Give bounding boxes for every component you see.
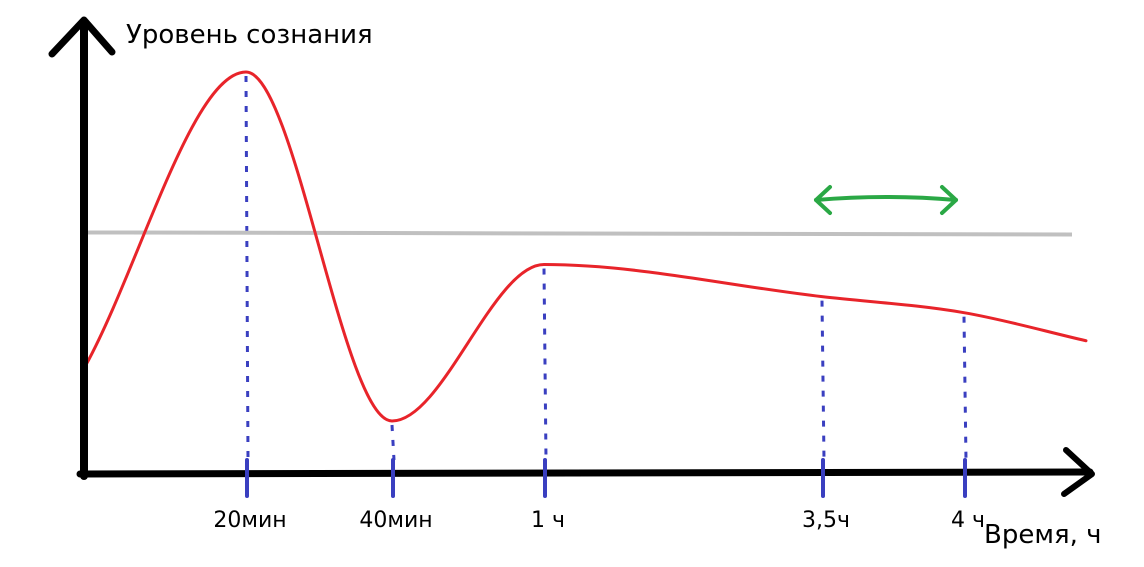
range-arrow-shaft [814,195,958,202]
guide-line [390,424,396,461]
x-tick-label: 4 ч [951,508,985,533]
guide-line [244,75,250,461]
y-axis-arrowhead [48,16,116,58]
guide-line [542,268,548,461]
x-axis-label: Время, ч [984,520,1102,550]
x-tick-label: 1 ч [531,508,565,533]
guide-lines [244,75,968,461]
y-axis-label: Уровень сознания [126,20,373,50]
range-arrow-head [940,185,958,215]
threshold-line [85,230,1073,237]
range-arrow-head [814,185,832,215]
x-tick-label: 20мин [213,508,287,533]
range-arrow [814,185,958,215]
x-ticks [245,458,967,498]
x-axis-arrowhead [1061,447,1095,497]
x-tick-label: 40мин [359,508,433,533]
consciousness-curve [84,70,1088,423]
x-axis [76,468,1094,478]
guide-line [820,300,826,461]
x-tick-label: 3,5ч [802,508,850,533]
axes [48,16,1095,497]
guide-line [962,316,968,461]
